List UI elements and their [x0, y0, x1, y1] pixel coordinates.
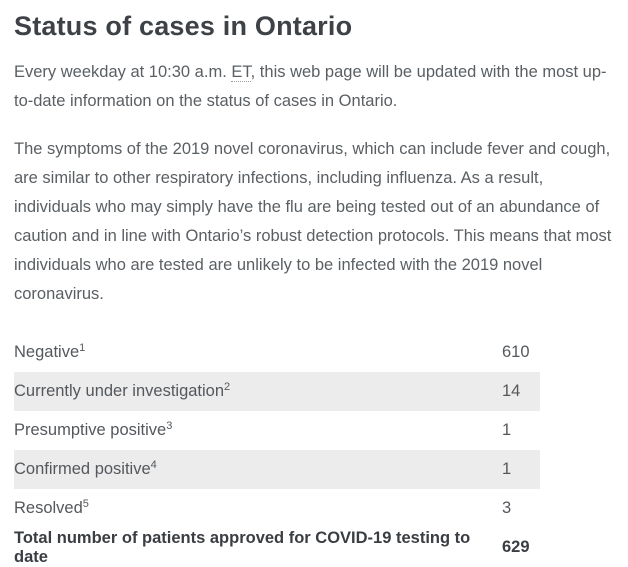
timezone-abbr: ET — [231, 63, 251, 82]
table-row: Negative1 610 — [14, 333, 540, 372]
row-value: 14 — [501, 382, 521, 400]
table-row: Currently under investigation2 14 — [14, 372, 540, 411]
page-title: Status of cases in Ontario — [14, 11, 353, 41]
footnote-reference: 5 — [82, 498, 89, 510]
row-label: Currently under investigation — [14, 382, 225, 400]
row-value: 3 — [501, 499, 512, 517]
table-row-total: Total number of patients approved for CO… — [14, 528, 540, 567]
table-row: Resolved5 3 — [14, 489, 540, 528]
row-value: 1 — [501, 460, 512, 478]
row-label: Negative — [14, 343, 80, 361]
case-status-table: Negative1 610 Currently under investigat… — [14, 333, 540, 567]
row-label: Confirmed positive — [14, 460, 151, 478]
intro-text-after: , this web page will be updated with the… — [14, 63, 607, 110]
total-label: Total number of patients approved for CO… — [14, 528, 471, 566]
table-row: Presumptive positive3 1 — [14, 411, 540, 450]
footnote-reference: 2 — [224, 381, 231, 393]
row-value: 610 — [501, 343, 530, 361]
row-label: Resolved — [14, 499, 83, 517]
case-status-table-body: Negative1 610 Currently under investigat… — [14, 333, 540, 567]
row-value: 1 — [501, 421, 512, 439]
row-label: Presumptive positive — [14, 421, 167, 439]
intro-paragraph: Every weekday at 10:30 a.m. ET, this web… — [14, 58, 612, 116]
footnote-reference: 1 — [79, 342, 86, 354]
total-value: 629 — [501, 538, 530, 556]
symptoms-paragraph: The symptoms of the 2019 novel coronavir… — [14, 140, 612, 303]
intro-text-before: Every weekday at 10:30 a.m. — [14, 63, 232, 81]
footnote-reference: 3 — [166, 420, 173, 432]
footnote-reference: 4 — [150, 459, 157, 471]
table-row: Confirmed positive4 1 — [14, 450, 540, 489]
